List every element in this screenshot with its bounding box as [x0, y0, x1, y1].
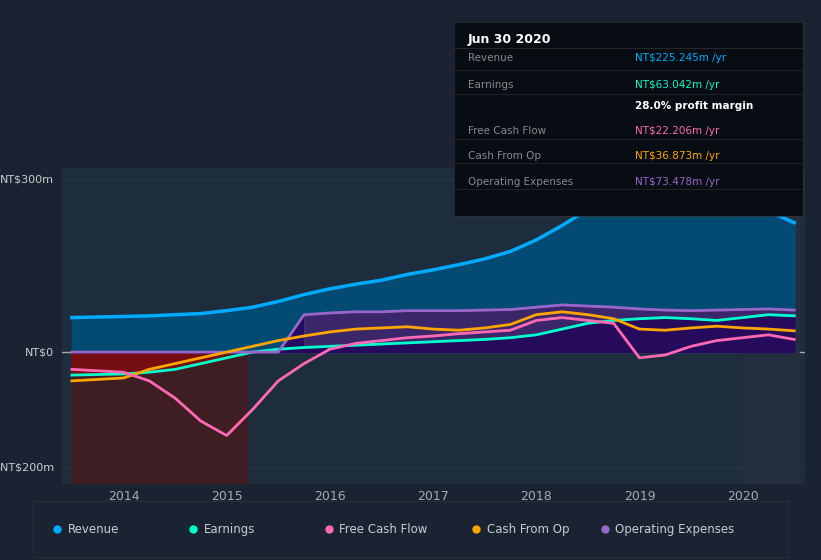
Text: Operating Expenses: Operating Expenses: [468, 177, 573, 187]
Text: NT$36.873m /yr: NT$36.873m /yr: [635, 151, 720, 161]
Text: Revenue: Revenue: [468, 53, 513, 63]
Text: Earnings: Earnings: [204, 522, 255, 536]
Text: Cash From Op: Cash From Op: [487, 522, 569, 536]
Text: Jun 30 2020: Jun 30 2020: [468, 33, 552, 46]
Text: NT$0: NT$0: [25, 347, 54, 357]
Text: Free Cash Flow: Free Cash Flow: [340, 522, 428, 536]
Bar: [743, 168, 800, 484]
Text: NT$22.206m /yr: NT$22.206m /yr: [635, 126, 720, 136]
Text: NT$300m: NT$300m: [0, 175, 54, 184]
Text: Free Cash Flow: Free Cash Flow: [468, 126, 546, 136]
Text: Revenue: Revenue: [67, 522, 119, 536]
Text: NT$225.245m /yr: NT$225.245m /yr: [635, 53, 727, 63]
Text: Operating Expenses: Operating Expenses: [615, 522, 735, 536]
Text: Earnings: Earnings: [468, 81, 513, 90]
Bar: [72, 352, 247, 484]
Text: NT$73.478m /yr: NT$73.478m /yr: [635, 177, 720, 187]
Text: NT$63.042m /yr: NT$63.042m /yr: [635, 81, 720, 90]
Text: 28.0% profit margin: 28.0% profit margin: [635, 101, 754, 111]
Text: Cash From Op: Cash From Op: [468, 151, 541, 161]
Text: -NT$200m: -NT$200m: [0, 462, 54, 472]
